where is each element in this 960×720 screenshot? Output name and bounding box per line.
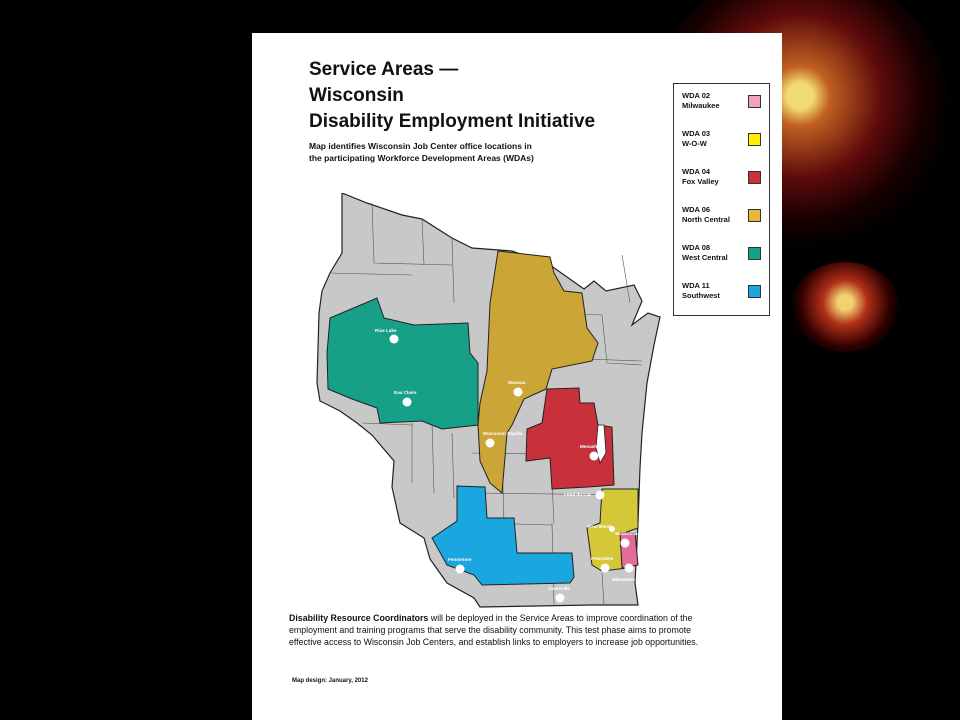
lake-winnebago	[595, 424, 607, 465]
city-west-bend: West Bend	[587, 524, 615, 532]
subtitle-line-2: the participating Workforce Development …	[309, 153, 534, 163]
legend-name: West Central	[682, 253, 728, 262]
firework-decoration-small	[790, 262, 900, 352]
city-label: Milwaukee	[612, 577, 635, 582]
city-eau-claire: Eau Claire	[394, 390, 417, 407]
legend-name: Milwaukee	[682, 101, 720, 110]
city-menasha: Menasha	[580, 444, 600, 461]
legend-code: WDA 08	[682, 243, 711, 252]
city-waukesha: Waukesha	[615, 531, 638, 548]
region-west-central	[326, 297, 479, 430]
legend-item-wda04: WDA 04 Fox Valley	[682, 167, 766, 191]
city-label: Fennimore	[448, 557, 472, 562]
legend-code: WDA 11	[682, 281, 710, 290]
city-milwaukee: Milwaukee	[612, 563, 635, 582]
legend-name: W-O-W	[682, 139, 707, 148]
slide-page: Service Areas — Wisconsin Disability Emp…	[252, 33, 782, 720]
legend-swatch-yellow	[748, 133, 761, 146]
legend-swatch-pink	[748, 95, 761, 108]
legend-item-wda03: WDA 03 W-O-W	[682, 129, 766, 153]
legend-name: North Central	[682, 215, 730, 224]
city-label: Menasha	[580, 444, 600, 449]
legend-swatch-blue	[748, 285, 761, 298]
legend-code: WDA 04	[682, 167, 711, 176]
legend-code: WDA 02	[682, 91, 711, 100]
legend-code: WDA 03	[682, 129, 711, 138]
city-label: Janesville	[548, 586, 570, 591]
city-fond-du-lac: Fond du Lac	[564, 490, 605, 500]
legend-swatch-teal	[748, 247, 761, 260]
subtitle-line-1: Map identifies Wisconsin Job Center offi…	[309, 141, 532, 151]
legend-item-wda02: WDA 02 Milwaukee	[682, 91, 766, 115]
region-north-central	[477, 250, 599, 494]
title-line-1: Service Areas —	[309, 59, 459, 80]
footer-line-2: employment and training programs that se…	[289, 625, 692, 635]
legend-item-wda08: WDA 08 West Central	[682, 243, 766, 267]
legend-name: Fox Valley	[682, 177, 719, 186]
city-wisconsin-rapids: Wisconsin Rapids	[483, 431, 523, 448]
region-milwaukee	[619, 532, 639, 569]
city-janesville: Janesville	[548, 586, 570, 603]
map-legend: WDA 02 Milwaukee WDA 03 W-O-W WDA 04 Fox…	[673, 83, 770, 316]
city-label: Rice Lake	[375, 328, 397, 333]
city-label: West Bend	[587, 524, 611, 529]
footer-line-3: effective access to Wisconsin Job Center…	[289, 637, 699, 647]
city-label: Wausau	[508, 380, 526, 385]
city-label: Eau Claire	[394, 390, 417, 395]
footer-lead: Disability Resource Coordinators	[289, 613, 429, 623]
legend-swatch-gold	[748, 209, 761, 222]
footer-line-1-rest: will be deployed in the Service Areas to…	[428, 613, 693, 623]
wisconsin-map: Rice Lake Eau Claire Wausau Wisconsin Ra…	[316, 193, 661, 608]
title-line-2: Wisconsin	[309, 85, 404, 106]
city-rice-lake: Rice Lake	[375, 328, 399, 344]
footer-line-1: Disability Resource Coordinators will be…	[289, 613, 692, 623]
title-line-3: Disability Employment Initiative	[309, 111, 596, 132]
city-label: Pewaukee	[591, 556, 614, 561]
city-label: Fond du Lac	[564, 492, 592, 497]
legend-item-wda06: WDA 06 North Central	[682, 205, 766, 229]
city-pewaukee: Pewaukee	[591, 556, 614, 573]
city-label: Wisconsin Rapids	[483, 431, 523, 436]
legend-swatch-red	[748, 171, 761, 184]
legend-code: WDA 06	[682, 205, 711, 214]
map-credit: Map design: January, 2012	[292, 678, 368, 684]
city-fennimore: Fennimore	[448, 557, 472, 574]
region-fox-valley	[525, 387, 615, 490]
city-label: Waukesha	[615, 531, 638, 536]
legend-item-wda11: WDA 11 Southwest	[682, 281, 766, 305]
region-southwest	[431, 485, 575, 586]
city-wausau: Wausau	[508, 380, 526, 397]
legend-name: Southwest	[682, 291, 720, 300]
